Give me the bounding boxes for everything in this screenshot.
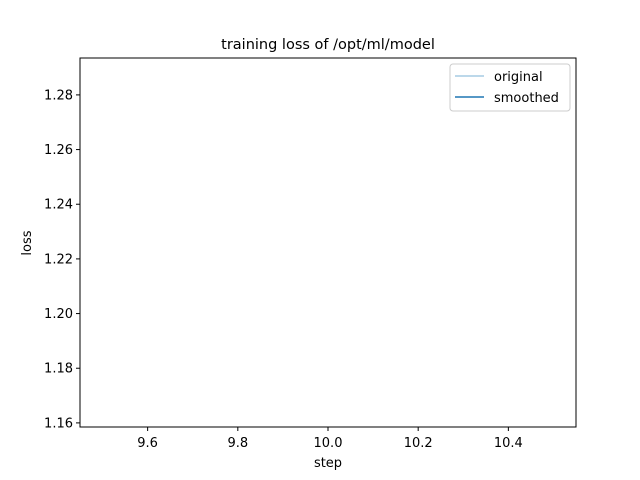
legend: original smoothed [449, 63, 571, 112]
x-tick-label: 9.8 [227, 436, 248, 451]
y-tick-label: 1.16 [44, 416, 73, 431]
x-axis: 9.6 9.8 10.0 10.2 10.4 [137, 427, 523, 451]
legend-label-smoothed: smoothed [494, 91, 559, 106]
y-tick-label: 1.18 [44, 362, 73, 377]
y-tick-label: 1.26 [44, 143, 73, 158]
y-tick-label: 1.24 [44, 198, 73, 213]
x-axis-label: step [314, 456, 342, 471]
x-tick-label: 10.4 [494, 436, 523, 451]
legend-label-original: original [494, 70, 543, 85]
x-tick-label: 10.2 [404, 436, 433, 451]
y-tick-label: 1.22 [44, 252, 73, 267]
x-tick-label: 10.0 [314, 436, 343, 451]
y-tick-label: 1.20 [44, 307, 73, 322]
x-tick-label: 9.6 [137, 436, 158, 451]
plot-area [80, 58, 576, 427]
plot-frame [79, 57, 577, 428]
y-tick-label: 1.28 [44, 88, 73, 103]
y-axis-label: loss [20, 230, 35, 255]
y-axis: 1.16 1.18 1.20 1.22 1.24 1.26 1.28 [44, 88, 80, 431]
chart-title: training loss of /opt/ml/model [221, 37, 435, 53]
